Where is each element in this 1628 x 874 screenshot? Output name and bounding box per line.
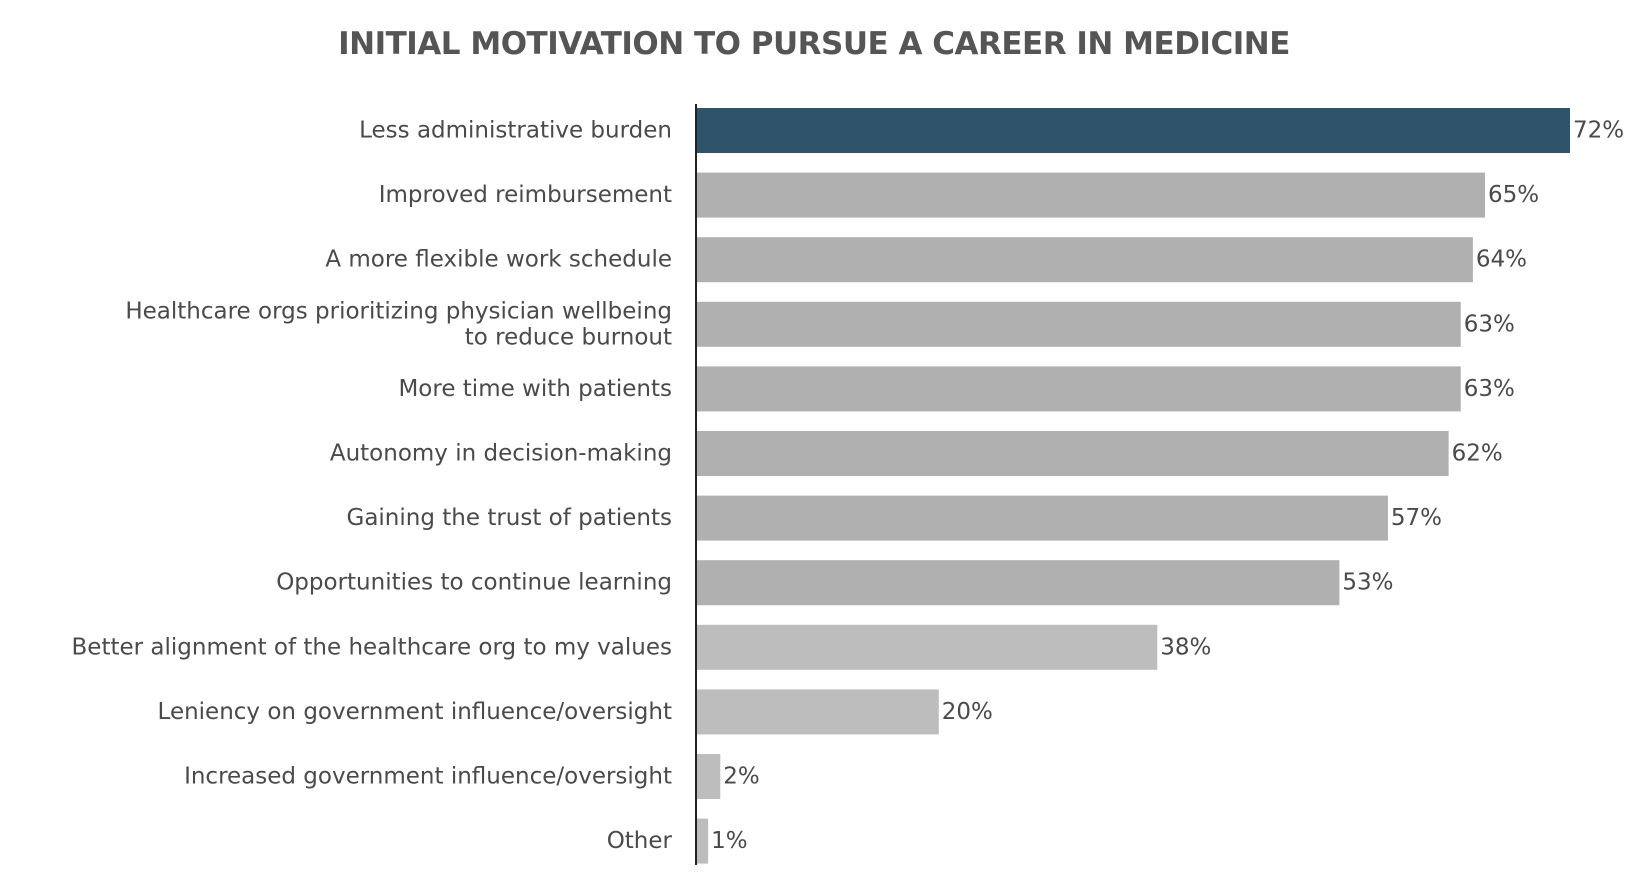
bar <box>696 108 1570 153</box>
bar-value-label: 20% <box>942 699 993 725</box>
bar <box>696 301 1461 347</box>
category-label: Healthcare orgs prioritizing physician w… <box>125 298 672 324</box>
category-label: to reduce burnout <box>465 324 672 350</box>
value-labels-layer: 72% 65% 64% 63% 63% 62% 57% 53% 38% 20% 2% 1% <box>711 118 1624 855</box>
bar-value-label: 64% <box>1476 247 1527 273</box>
bar-value-label: 63% <box>1464 311 1515 337</box>
bar <box>696 689 939 735</box>
category-label: Autonomy in decision-making <box>330 441 672 467</box>
bar <box>696 495 1388 541</box>
bar <box>696 237 1473 283</box>
bar <box>696 366 1461 412</box>
category-label: Better alignment of the healthcare org t… <box>72 634 672 660</box>
category-label: Leniency on government influence/oversig… <box>158 699 672 725</box>
bar-value-label: 2% <box>723 764 760 790</box>
category-label: Gaining the trust of patients <box>347 505 673 531</box>
bars-layer <box>696 108 1570 864</box>
bar-value-label: 53% <box>1342 570 1393 596</box>
bar-value-label: 62% <box>1452 441 1503 467</box>
category-labels-layer: Less administrative burden Improved reimb… <box>72 118 673 855</box>
bar <box>696 754 721 799</box>
category-label: Less administrative burden <box>359 118 672 144</box>
bar-value-label: 57% <box>1391 505 1442 531</box>
chart-title: INITIAL MOTIVATION TO PURSUE A CAREER IN… <box>338 26 1290 62</box>
bar-value-label: 72% <box>1573 118 1624 144</box>
bar <box>696 431 1449 476</box>
category-label: Other <box>607 828 673 854</box>
bar <box>696 624 1158 670</box>
category-label: Increased government influence/oversight <box>184 764 672 790</box>
bar <box>696 172 1486 218</box>
bar <box>696 818 709 864</box>
bar-value-label: 1% <box>711 828 748 854</box>
bar-value-label: 38% <box>1160 634 1211 660</box>
bar-value-label: 63% <box>1464 376 1515 402</box>
bar-value-label: 65% <box>1488 182 1539 208</box>
bar <box>696 560 1340 606</box>
category-label: More time with patients <box>398 376 672 402</box>
category-label: Improved reimbursement <box>379 182 672 208</box>
category-label: A more flexible work schedule <box>325 247 672 273</box>
category-label: Opportunities to continue learning <box>276 570 672 596</box>
